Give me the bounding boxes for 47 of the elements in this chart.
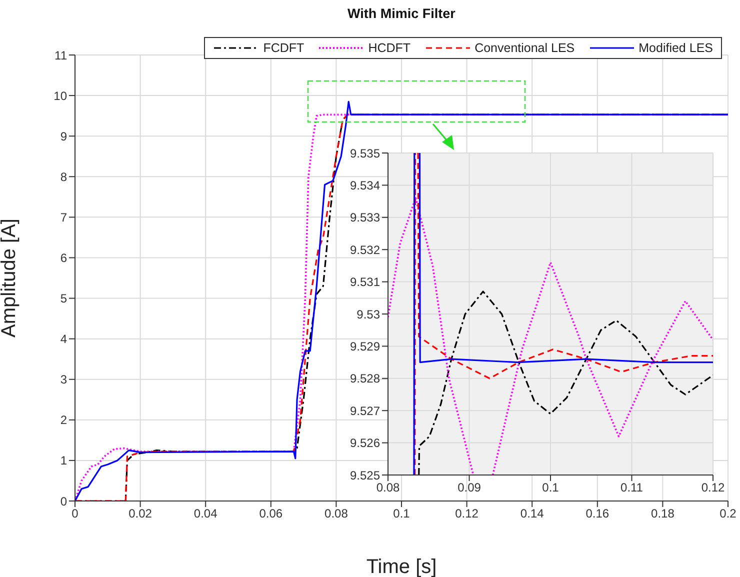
x-tick-label: 0.02 — [128, 506, 152, 521]
y-tick-label: 9.525 — [350, 468, 380, 482]
x-tick-label: 0.12 — [701, 480, 725, 495]
y-tick-label: 0 — [60, 494, 68, 508]
y-tick-label: 9.531 — [350, 275, 380, 290]
x-tick-label: 0.1 — [393, 506, 410, 521]
y-tick-label: 9 — [60, 129, 68, 144]
y-tick-label: 9.53 — [356, 307, 380, 322]
x-tick-label: 0.18 — [651, 506, 675, 521]
y-tick-label: 9.534 — [350, 178, 380, 192]
legend-label: Conventional LES — [474, 41, 575, 55]
legend-label: HCDFT — [368, 41, 411, 55]
y-tick-label: 9.529 — [350, 339, 380, 354]
y-axis-title: Amplitude [A] — [0, 218, 20, 338]
x-tick-label: 0.08 — [376, 480, 400, 495]
x-axis-title: Time [s] — [366, 556, 437, 577]
x-tick-label: 0.04 — [194, 506, 218, 521]
x-tick-label: 0.08 — [324, 506, 348, 521]
x-tick-label: 0.1 — [542, 480, 560, 495]
line-series — [418, 290, 713, 475]
y-tick-label: 9.528 — [350, 372, 380, 386]
y-tick-label: 9.535 — [350, 146, 380, 160]
y-tick-label: 11 — [54, 48, 68, 62]
legend-label: FCDFT — [263, 41, 304, 55]
y-tick-label: 6 — [60, 250, 68, 265]
y-tick-label: 7 — [60, 210, 68, 224]
y-tick-label: 4 — [60, 332, 68, 346]
y-tick-label: 9.527 — [350, 404, 380, 418]
y-tick-label: 8 — [60, 170, 68, 184]
x-tick-label: 0.14 — [520, 506, 544, 521]
y-tick-label: 10 — [54, 88, 68, 103]
chart-title: With Mimic Filter — [346, 6, 456, 21]
x-tick-label: 0.2 — [720, 506, 737, 521]
y-tick-label: 3 — [60, 372, 68, 387]
x-tick-label: 0.12 — [455, 506, 479, 521]
x-tick-label: 0.06 — [259, 506, 283, 521]
y-tick-label: 9.532 — [350, 242, 380, 257]
y-tick-label: 9.526 — [350, 436, 380, 450]
x-tick-label: 0.16 — [586, 506, 610, 521]
y-tick-label: 5 — [60, 292, 68, 306]
y-tick-label: 9.533 — [350, 210, 380, 225]
legend-label: Modified LES — [638, 41, 713, 55]
x-tick-label: 0.11 — [620, 480, 644, 495]
y-tick-label: 1 — [60, 454, 68, 468]
x-tick-label: 0 — [72, 506, 79, 521]
y-tick-label: 2 — [60, 413, 68, 428]
x-tick-label: 0.09 — [458, 480, 482, 495]
